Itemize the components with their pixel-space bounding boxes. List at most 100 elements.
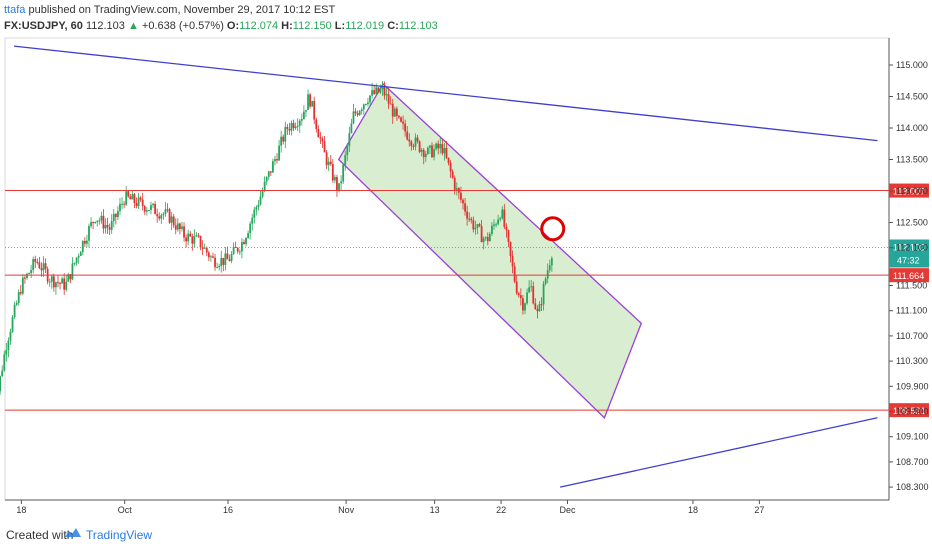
candle-body [57, 282, 59, 284]
candle-body [362, 104, 365, 110]
y-tick-label: 115.000 [896, 60, 928, 70]
candle-body [214, 257, 216, 268]
candle-body [387, 94, 390, 104]
candle-body [40, 268, 43, 271]
candle-body [195, 235, 198, 237]
footer: Created with TradingView [0, 518, 932, 550]
candle-body [507, 230, 510, 242]
candle-body [519, 295, 522, 299]
candle-body [55, 282, 57, 288]
candle-body [98, 220, 101, 222]
candle-body [491, 225, 493, 235]
candle-body [52, 276, 55, 288]
candle-body [408, 139, 411, 142]
candle-body [509, 241, 512, 256]
level-tag-109.521 [889, 403, 929, 418]
candle-body [486, 237, 489, 242]
level-label-111.664: 111.664 [893, 271, 924, 281]
y-tick-label: 114.500 [896, 92, 928, 102]
x-tick-label: 27 [754, 505, 764, 515]
candle-body [323, 141, 326, 153]
candle-body [189, 233, 192, 237]
y-tick-label: 108.700 [896, 457, 929, 467]
candle-body [329, 161, 332, 165]
candle-body [205, 247, 208, 253]
candle-body [398, 115, 400, 118]
candle-body [435, 143, 438, 150]
candle-body [400, 117, 402, 122]
candle-body [228, 259, 231, 262]
candle-body [131, 194, 134, 200]
candle-body [150, 205, 152, 210]
candle-body [191, 236, 194, 244]
candle-body [548, 265, 551, 271]
candle-body [19, 291, 22, 294]
candle-body [137, 197, 140, 207]
y-tick-label: 113.500 [896, 155, 928, 165]
candle-body [127, 191, 130, 197]
candle-body [216, 267, 218, 269]
candle-body [106, 225, 109, 228]
candle-body [164, 209, 167, 214]
candle-body [36, 261, 39, 263]
open-label: O: [226, 20, 240, 32]
candle-body [439, 144, 442, 149]
candle-body [176, 223, 179, 230]
y-tick-label: 110.300 [896, 356, 928, 366]
x-tick-label: Dec [559, 505, 576, 515]
candle-body [133, 194, 136, 203]
candle-body [468, 218, 471, 220]
candle-body [199, 236, 202, 248]
candle-body [375, 87, 378, 94]
candle-body [511, 255, 514, 267]
candle-body [333, 177, 336, 181]
candle-body [234, 246, 237, 248]
candle-body [311, 100, 314, 107]
candle-body [222, 257, 225, 265]
candle-body [546, 270, 549, 279]
x-tick-label: Oct [118, 505, 133, 515]
candle-body [307, 94, 309, 110]
candle-body [185, 237, 188, 242]
candle-body [236, 247, 239, 252]
candle-body [249, 223, 252, 234]
candle-body [282, 136, 285, 142]
candle-body [67, 274, 70, 282]
candle-body [94, 221, 97, 223]
tradingview-brand[interactable]: TradingView [86, 528, 153, 542]
upper-trendline [13, 45, 878, 142]
y-tick-label: 113.000 [896, 186, 928, 196]
candle-body [497, 219, 500, 225]
plot-area[interactable] [4, 37, 890, 501]
candle-body [253, 209, 256, 218]
candle-body [344, 154, 347, 165]
candle-body [112, 213, 115, 222]
author-link[interactable]: ttafa [4, 4, 26, 16]
candle-body [139, 197, 142, 200]
candle-body [449, 162, 452, 172]
y-tick-label: 109.100 [896, 432, 929, 442]
candle-body [259, 196, 262, 205]
candle-body [532, 286, 535, 304]
candle-body [21, 277, 24, 294]
published-text: published on TradingView.com, November 2… [28, 4, 336, 16]
candle-body [462, 199, 464, 204]
candle-body [267, 171, 270, 178]
price-chart[interactable]: 113.007 111.664 109.521 112.103 47:32 115.00… [0, 0, 932, 518]
candle-body [286, 126, 289, 129]
candle-body [331, 164, 334, 181]
candle-body [81, 240, 84, 253]
candle-body [348, 133, 351, 147]
candle-body [538, 304, 541, 312]
candle-body [290, 122, 293, 131]
candle-body [129, 196, 132, 200]
candle-body [152, 203, 154, 206]
candle-body [251, 217, 254, 224]
candle-body [284, 126, 287, 142]
candle-body [1, 370, 4, 377]
candle-body [412, 145, 415, 147]
candle-body [218, 266, 221, 268]
change-value: +0.638 (+0.57%) [141, 20, 224, 32]
candle-body [71, 263, 74, 280]
candle-body [265, 177, 268, 182]
